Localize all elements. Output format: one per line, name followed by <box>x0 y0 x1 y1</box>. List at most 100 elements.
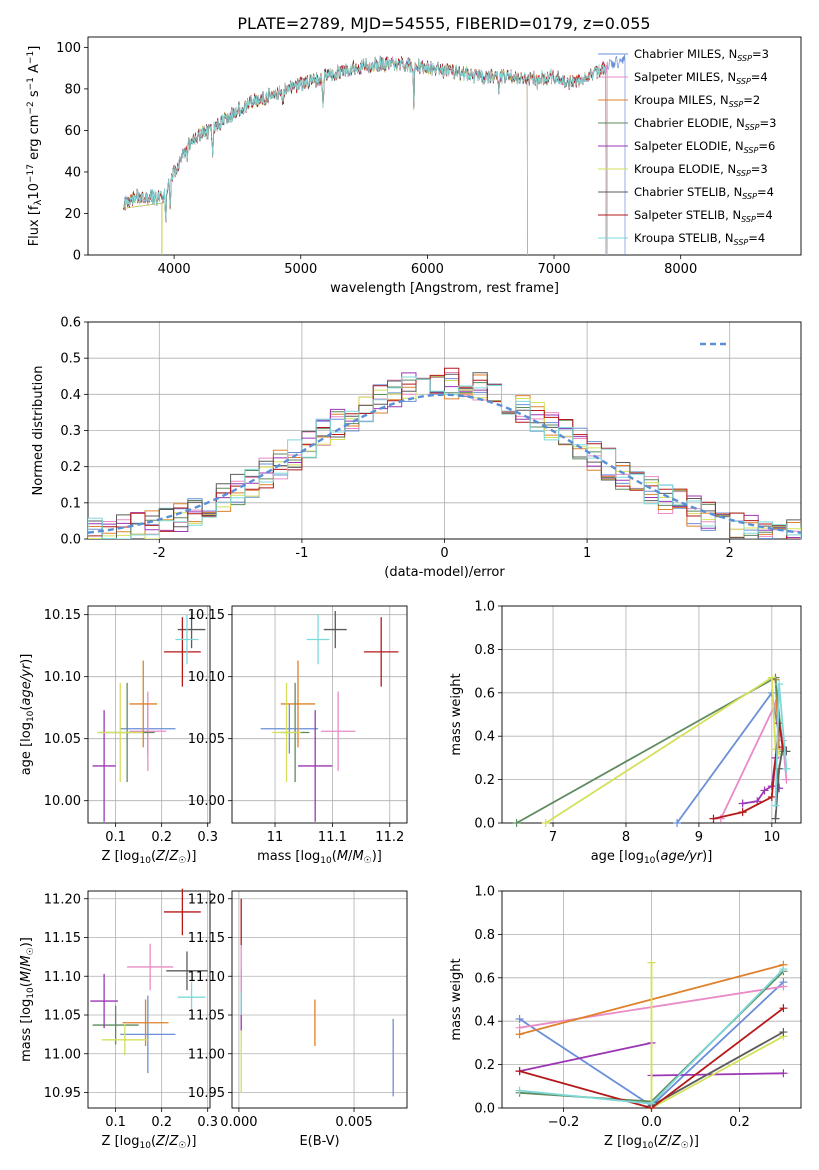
y-tick-label: 11.10 <box>188 970 225 985</box>
weight-marker <box>767 673 776 682</box>
x-tick-label: 0.2 <box>151 1115 172 1130</box>
axes-frame <box>87 36 802 256</box>
y-tick-label: 10.05 <box>44 732 81 747</box>
x-tick-label: 1 <box>583 546 591 561</box>
x-tick-label: 7 <box>549 830 557 845</box>
x-tick-label: 0.2 <box>151 830 172 845</box>
weight-marker <box>515 1086 524 1095</box>
y-axis-label: mass weight <box>449 958 464 1040</box>
histogram-step <box>88 376 801 539</box>
x-tick-label: 0.005 <box>335 1115 372 1130</box>
x-tick-label: 0.1 <box>105 1115 126 1130</box>
weight-marker <box>515 1030 524 1039</box>
mass-weight-vs-metallicity-panel: −0.2 0.0 0.2 0.0 0.2 0.4 0.6 0.8 1.0 Z [log10(Z/Z… <box>449 885 802 1151</box>
weight-line <box>545 676 780 824</box>
x-tick-label: 0.0 <box>641 1115 662 1130</box>
age-vs-mass-panel: 11 11.1 11.2 10.00 10.05 10.10 10.15 mass [log1… <box>188 605 408 866</box>
y-tick-label: 11.00 <box>44 1047 81 1062</box>
y-axis-label: mass weight <box>449 673 464 755</box>
x-tick-label: 6000 <box>411 262 444 277</box>
weight-line <box>519 1042 652 1072</box>
y-axis-label: age [log10(age/yr)] <box>19 654 36 776</box>
normal-curve <box>87 393 802 534</box>
x-tick-label: 0.2 <box>729 1115 750 1130</box>
x-tick-label: 11 <box>267 830 284 845</box>
age-vs-metallicity-panel: 0.1 0.2 0.3 10.00 10.05 10.10 10.15 Z [log10(Z/… <box>19 605 218 866</box>
y-tick-label: 11.00 <box>188 1047 225 1062</box>
x-tick-label: −0.2 <box>548 1115 580 1130</box>
y-tick-label: 11.20 <box>44 892 81 907</box>
legend-entry: Kroupa MILES, NSSP=2 <box>634 93 760 109</box>
weight-marker <box>782 764 791 773</box>
x-axis-label: Z [log10(Z/Z☉)] <box>604 1134 699 1151</box>
x-tick-label: -2 <box>153 546 166 561</box>
y-tick-label: 0.4 <box>474 1015 495 1030</box>
mass-weight-vs-age-panel: 7 8 9 10 0.0 0.2 0.4 0.6 0.8 1.0 age [log10(age/yr… <box>449 600 802 866</box>
x-tick-label: 0.3 <box>197 1115 218 1130</box>
x-axis-label: mass [log10(M/M☉)] <box>257 849 382 866</box>
weight-marker <box>775 680 784 689</box>
legend-entry: Kroupa STELIB, NSSP=4 <box>634 231 765 247</box>
y-tick-label: 0.6 <box>474 686 495 701</box>
weight-marker <box>716 814 725 823</box>
spectrum-line <box>123 56 608 255</box>
mass-vs-metallicity-panel: 0.1 0.2 0.3 10.95 11.00 11.05 11.10 11.15 11.20 Z… <box>19 888 218 1151</box>
weight-marker <box>779 965 788 974</box>
y-tick-label: 0.0 <box>474 817 495 832</box>
axes-frame <box>87 605 211 824</box>
weight-marker <box>779 1028 788 1037</box>
y-tick-label: 10.95 <box>44 1086 81 1101</box>
histogram-step <box>88 367 801 539</box>
spectrum-line <box>123 54 626 255</box>
weight-line <box>651 1072 784 1077</box>
axes-frame <box>87 321 802 540</box>
weight-marker <box>778 743 787 752</box>
x-tick-label: 2 <box>726 546 734 561</box>
y-tick-label: 0.5 <box>60 352 81 367</box>
spectrum-legend: Chabrier MILES, NSSP=3 Salpeter MILES, NS… <box>598 47 776 247</box>
y-tick-label: 11.05 <box>188 1009 225 1024</box>
x-tick-label: 0.1 <box>105 830 126 845</box>
x-tick-label: 8000 <box>664 262 697 277</box>
y-tick-label: 11.15 <box>44 931 81 946</box>
spectrum-panel: 4000 5000 6000 7000 8000 0 20 40 60 80 100 waveleng… <box>26 36 802 296</box>
weight-marker <box>782 747 791 756</box>
spectrum-line <box>123 55 607 255</box>
x-axis-label: Z [log10(Z/Z☉)] <box>102 849 197 866</box>
legend-entry: Chabrier STELIB, NSSP=4 <box>634 185 774 201</box>
weight-marker <box>767 792 776 801</box>
y-tick-label: 100 <box>56 41 81 56</box>
y-tick-label: 11.15 <box>188 931 225 946</box>
x-tick-label: 0.3 <box>197 830 218 845</box>
x-tick-label: 5000 <box>284 262 317 277</box>
legend-entry: Chabrier ELODIE, NSSP=3 <box>634 116 776 132</box>
y-tick-label: 0.2 <box>60 460 81 475</box>
x-tick-label: 0 <box>440 546 448 561</box>
y-tick-label: 0.4 <box>474 730 495 745</box>
y-axis-label: mass [log10(M/M☉)] <box>19 937 36 1062</box>
weight-marker <box>512 819 521 827</box>
histogram-step <box>88 376 801 539</box>
y-tick-label: 0.2 <box>474 773 495 788</box>
spectrum-line <box>123 56 607 255</box>
residual-histogram-panel: -2 -1 0 1 2 0.0 0.1 0.2 0.3 0.4 0.5 0.6 (data-model)… <box>31 316 802 580</box>
y-tick-label: 0.8 <box>474 928 495 943</box>
x-axis-label: E(B-V) <box>299 1134 339 1149</box>
figure-title: PLATE=2789, MJD=54555, FIBERID=0179, z=0… <box>237 14 650 33</box>
weight-marker <box>782 775 791 784</box>
x-tick-label: 8 <box>622 830 630 845</box>
y-tick-label: 0.8 <box>474 643 495 658</box>
weight-marker <box>709 814 718 823</box>
y-tick-label: 0.6 <box>474 971 495 986</box>
y-tick-label: 11.10 <box>44 970 81 985</box>
spectrum-line <box>123 56 607 255</box>
legend-entry: Salpeter STELIB, NSSP=4 <box>634 208 773 224</box>
y-tick-label: 0 <box>73 249 81 264</box>
x-tick-label: 7000 <box>537 262 570 277</box>
spectrum-line <box>123 56 607 255</box>
y-tick-label: 11.05 <box>44 1009 81 1024</box>
weight-marker <box>760 786 769 795</box>
x-tick-label: 11.1 <box>318 830 347 845</box>
y-tick-label: 1.0 <box>474 600 495 615</box>
y-tick-label: 0.4 <box>60 388 81 403</box>
